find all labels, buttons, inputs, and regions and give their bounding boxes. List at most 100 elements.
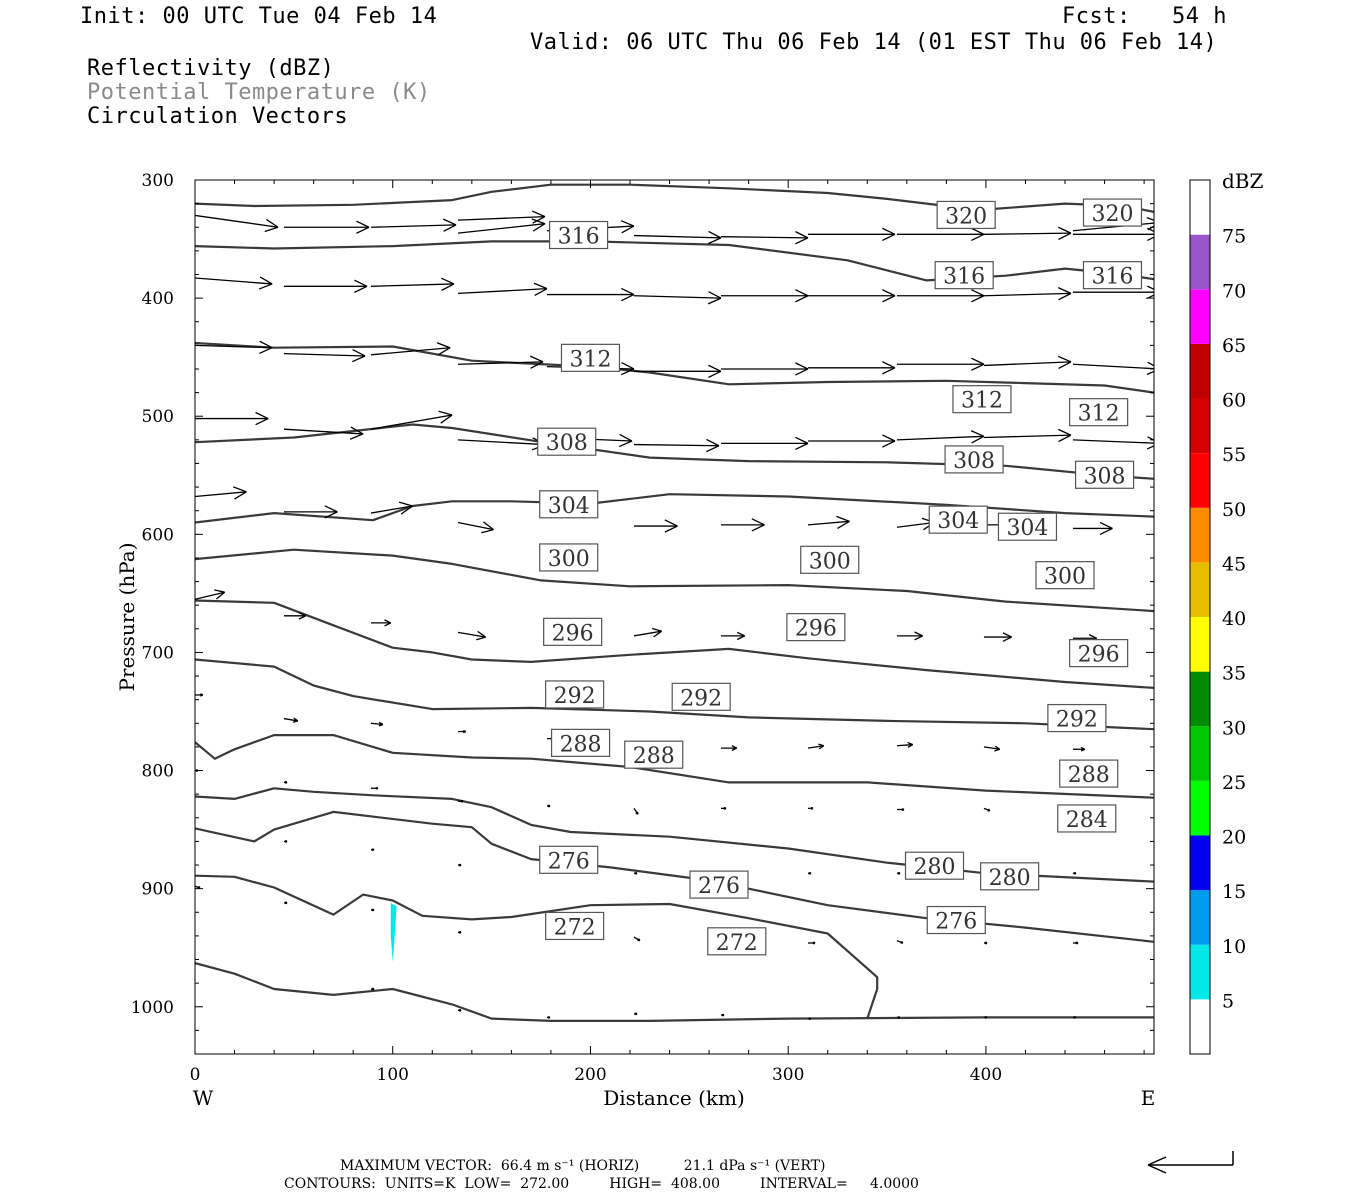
circulation-vector	[633, 364, 722, 379]
circulation-vector	[807, 289, 896, 303]
x-tick-label: 200	[574, 1065, 606, 1085]
contour-label: 296	[786, 613, 846, 642]
circulation-vector	[896, 631, 923, 641]
colorbar-segment	[1190, 289, 1210, 344]
circulation-vector	[983, 745, 1001, 752]
circulation-vector	[807, 515, 850, 530]
svg-text:296: 296	[1078, 643, 1120, 668]
circulation-vector	[633, 1012, 638, 1016]
colorbar-tick-label: 40	[1222, 608, 1246, 630]
colorbar-segment	[1190, 507, 1210, 563]
colorbar-tick-label: 75	[1222, 226, 1246, 248]
x-tick-label: 300	[772, 1065, 804, 1085]
circulation-vectors	[195, 210, 1154, 1020]
svg-text:308: 308	[546, 431, 588, 456]
theta-contour-288	[195, 733, 1154, 799]
circulation-vector	[896, 289, 985, 303]
contour-label: 272	[545, 911, 605, 940]
colorbar-frame	[1189, 179, 1211, 1055]
colorbar-segment	[1190, 780, 1210, 836]
theta-contour-284	[195, 787, 1154, 883]
contour-label: 308	[1074, 460, 1135, 489]
circulation-vector	[283, 611, 307, 620]
circulation-vector	[195, 276, 273, 290]
theta-contours	[195, 183, 1154, 1023]
colorbar-tick-label: 35	[1222, 663, 1246, 685]
svg-text:276: 276	[935, 910, 977, 935]
circulation-vector	[283, 901, 288, 905]
circulation-vector	[457, 355, 544, 369]
contour-label: 284	[1057, 804, 1117, 833]
svg-text:272: 272	[716, 931, 758, 956]
x-left-end-label: W	[193, 1086, 214, 1110]
x-tick-label: 400	[970, 1065, 1002, 1085]
max-vector-line: MAXIMUM VECTOR: 66.4 m s⁻¹ (HORIZ) 21.1 …	[340, 1158, 826, 1174]
reflectivity-layer	[390, 902, 397, 962]
circulation-vector	[457, 521, 494, 534]
circulation-vector	[633, 519, 678, 533]
circulation-vector	[546, 804, 551, 808]
theta-contour-300	[195, 548, 1154, 613]
svg-text:312: 312	[961, 389, 1003, 414]
theta-contour-296	[195, 599, 1154, 689]
circulation-vector	[807, 227, 896, 242]
contour-label: 320	[936, 200, 996, 229]
circulation-vector	[283, 781, 288, 784]
contour-label: 292	[671, 682, 731, 711]
contour-label: 292	[1047, 703, 1107, 733]
circulation-vector	[370, 218, 457, 232]
svg-text:304: 304	[548, 494, 590, 519]
colorbar-segment	[1190, 562, 1210, 617]
contour-label: 288	[1059, 759, 1119, 788]
circulation-vector	[983, 1016, 988, 1019]
svg-text:272: 272	[554, 915, 596, 940]
colorbar-tick-label: 45	[1222, 553, 1246, 575]
contour-label: 300	[1035, 561, 1095, 590]
circulation-vector	[457, 282, 548, 296]
svg-text:280: 280	[989, 866, 1031, 891]
circulation-vector	[896, 741, 914, 748]
circulation-vector	[370, 501, 413, 515]
circulation-vector	[1072, 436, 1154, 450]
valid-time: Valid: 06 UTC Thu 06 Feb 14 (01 EST Thu …	[530, 30, 1218, 55]
svg-text:292: 292	[554, 684, 596, 709]
circulation-vector	[633, 627, 663, 638]
colorbar-segment	[1190, 999, 1210, 1054]
circulation-vector	[457, 931, 462, 934]
circulation-vector	[370, 721, 384, 727]
contour-label: 316	[934, 261, 994, 290]
colorbar-tick-label: 60	[1222, 390, 1246, 412]
dbz-colorbar: 5 10 15 20 25 30 35 40 45 50 55 60 65 70 75	[1189, 179, 1246, 1055]
contour-label: 304	[997, 512, 1058, 541]
svg-text:288: 288	[560, 732, 602, 757]
circulation-vector	[807, 941, 816, 945]
contour-label: 280	[904, 851, 965, 880]
svg-text:308: 308	[1084, 464, 1126, 489]
field-reflectivity: Reflectivity (dBZ)	[87, 56, 335, 81]
x-right-end-label: E	[1141, 1086, 1156, 1110]
circulation-vector	[896, 227, 985, 242]
colorbar-segment	[1190, 835, 1210, 891]
colorbar-segment	[1190, 890, 1210, 945]
svg-text:320: 320	[945, 204, 987, 229]
circulation-vector	[807, 434, 896, 448]
circulation-vector	[195, 885, 201, 889]
colorbar-tick-label: 65	[1222, 335, 1246, 357]
colorbar-tick-label: 15	[1222, 881, 1246, 903]
contour-label: 272	[707, 927, 767, 956]
svg-text:300: 300	[1044, 565, 1086, 590]
circulation-vector	[633, 230, 722, 245]
circulation-vector	[720, 231, 809, 245]
circulation-vector	[370, 342, 451, 356]
circulation-vector	[457, 630, 487, 641]
circulation-vector	[546, 287, 635, 302]
colorbar-tick-label: 55	[1222, 444, 1246, 466]
circulation-vector	[1072, 521, 1113, 536]
theta-contour-280	[195, 810, 1154, 943]
circulation-vector	[720, 1013, 725, 1017]
init-time: Init: 00 UTC Tue 04 Feb 14	[80, 4, 438, 29]
circulation-vector	[457, 799, 464, 803]
contour-label: 312	[952, 385, 1012, 414]
colorbar-tick-label: 70	[1222, 280, 1246, 302]
